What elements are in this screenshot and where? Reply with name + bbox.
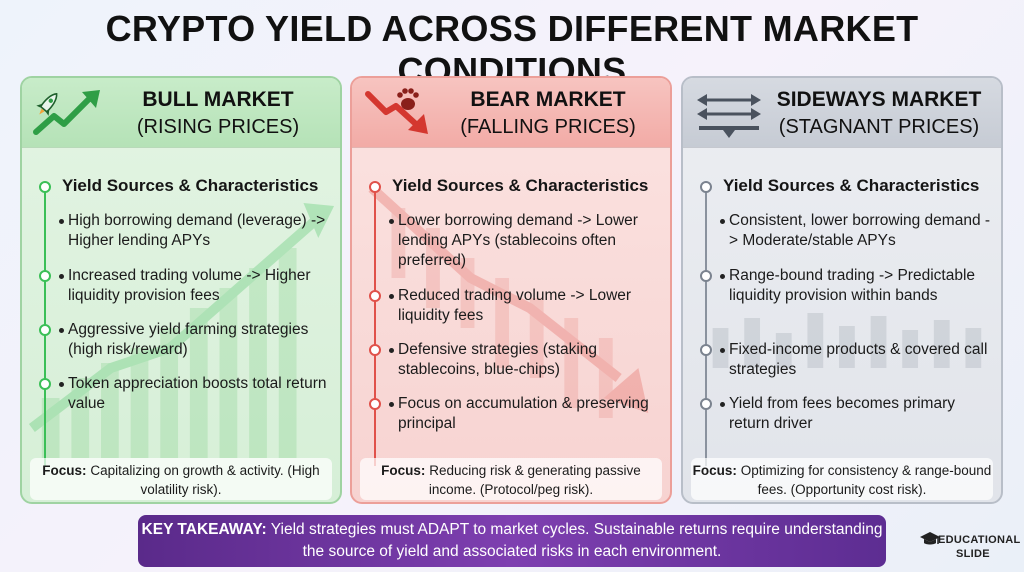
list-item: Reduced trading volume -> Lower liquidit… (389, 286, 668, 326)
takeaway-text: Yield strategies must ADAPT to market cy… (270, 521, 883, 560)
panel-bull-market: BULL MARKET (RISING PRICES) Yield Source… (20, 76, 342, 504)
timeline-line (374, 186, 376, 466)
section-title: Yield Sources & Characteristics (723, 176, 980, 195)
list-item: Consistent, lower borrowing demand -> Mo… (720, 211, 999, 251)
educational-slide-logo: EDUCATIONAL SLIDE (920, 530, 1020, 566)
list-item: High borrowing demand (leverage) -> High… (59, 211, 338, 251)
list-item: Yield from fees becomes primary return d… (720, 394, 999, 434)
panel-sideways-market: SIDEWAYS MARKET (STAGNANT PRICES) Yield … (681, 76, 1003, 504)
timeline-node (700, 181, 712, 193)
key-takeaway-banner: KEY TAKEAWAY: Yield strategies must ADAP… (138, 515, 886, 567)
panel-heading: SIDEWAYS MARKET (776, 88, 982, 111)
panel-subheading: (STAGNANT PRICES) (778, 116, 980, 138)
bear-paw-falling-arrow-icon (365, 88, 428, 134)
panel-heading: BEAR MARKET (470, 88, 626, 111)
timeline-node (700, 270, 712, 282)
focus-label: Focus: (692, 463, 737, 478)
timeline-node (39, 270, 51, 282)
focus-box: Focus: Reducing risk & generating passiv… (360, 458, 662, 500)
balance-arrows-icon (697, 94, 761, 138)
page-title: CRYPTO YIELD ACROSS DIFFERENT MARKET CON… (105, 8, 919, 91)
timeline-line (705, 186, 707, 466)
section-title: Yield Sources & Characteristics (392, 176, 649, 195)
list-item: Range-bound trading -> Predictable liqui… (720, 266, 999, 306)
rocket-rising-arrow-icon (33, 90, 100, 135)
panel-subheading: (RISING PRICES) (136, 116, 300, 138)
timeline-node (369, 344, 381, 356)
timeline-node (39, 181, 51, 193)
list-item: Aggressive yield farming strategies (hig… (59, 320, 338, 360)
focus-box: Focus: Capitalizing on growth & activity… (30, 458, 332, 500)
focus-text: Capitalizing on growth & activity. (High… (90, 463, 320, 497)
list-item: Token appreciation boosts total return v… (59, 374, 338, 414)
panel-bear-market: BEAR MARKET (FALLING PRICES) Yield Sourc… (350, 76, 672, 504)
panel-header: BULL MARKET (RISING PRICES) (22, 78, 340, 148)
panel-subheading: (FALLING PRICES) (460, 116, 636, 138)
focus-box: Focus: Optimizing for consistency & rang… (691, 458, 993, 500)
timeline-node (39, 378, 51, 390)
panel-heading: BULL MARKET (142, 88, 294, 111)
panel-header: BEAR MARKET (FALLING PRICES) (352, 78, 670, 148)
falling-chart-background (368, 184, 649, 418)
focus-text: Reducing risk & generating passive incom… (428, 463, 641, 497)
list-item: Increased trading volume -> Higher liqui… (59, 266, 338, 306)
timeline-node (700, 344, 712, 356)
timeline-node (369, 290, 381, 302)
focus-label: Focus: (42, 463, 87, 478)
rising-chart-background (28, 203, 335, 458)
logo-line1: EDUCATIONAL (938, 534, 1021, 546)
graduation-cap-icon (920, 532, 940, 545)
takeaway-label: KEY TAKEAWAY: (141, 521, 267, 538)
timeline-node (39, 324, 51, 336)
panel-header: SIDEWAYS MARKET (STAGNANT PRICES) (683, 78, 1001, 148)
list-item: Fixed-income products & covered call str… (720, 340, 999, 380)
timeline-node (369, 398, 381, 410)
timeline-node (700, 398, 712, 410)
logo-line2: SLIDE (956, 548, 990, 560)
list-item: Lower borrowing demand -> Lower lending … (389, 211, 668, 271)
list-item: Defensive strategies (staking stablecoin… (389, 340, 668, 380)
sideways-chart-background (712, 313, 982, 368)
focus-label: Focus: (381, 463, 426, 478)
section-title: Yield Sources & Characteristics (62, 176, 319, 195)
timeline-node (369, 181, 381, 193)
focus-text: Optimizing for consistency & range-bound… (740, 463, 992, 497)
list-item: Focus on accumulation & preserving princ… (389, 394, 668, 434)
